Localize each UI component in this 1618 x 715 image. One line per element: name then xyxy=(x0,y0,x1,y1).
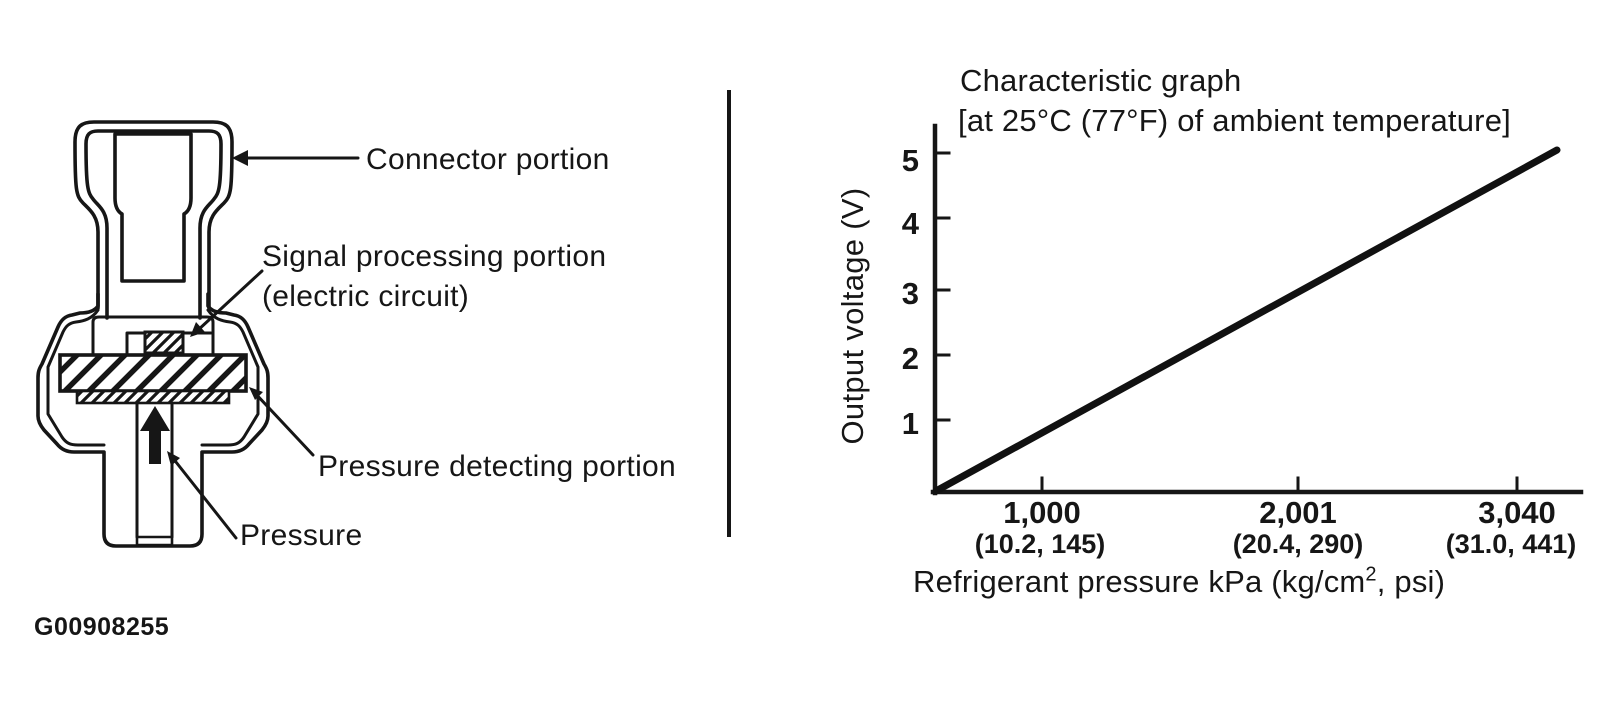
y-axis-label: Output voltage (V) xyxy=(835,187,870,445)
body-inner-left xyxy=(46,308,106,447)
x-axis-label: Refrigerant pressure kPa (kg/cm2, psi) xyxy=(913,564,1446,600)
chart-title-line1: Characteristic graph xyxy=(960,63,1242,98)
characteristic-line xyxy=(932,146,1561,495)
chart-title-line2: [at 25°C (77°F) of ambient temperature] xyxy=(958,103,1511,138)
pressure-flow-arrow xyxy=(140,406,170,464)
x-tick-alt-label-2001: (20.4, 290) xyxy=(1232,529,1364,559)
connector-leader-arrow xyxy=(232,150,360,166)
body-inner-right xyxy=(200,308,260,447)
sensor-outline xyxy=(36,120,270,548)
circuit-plate xyxy=(91,315,215,355)
pressure-label: Pressure xyxy=(240,519,363,552)
pressure-leader-arrow xyxy=(167,451,238,540)
x-tick-alt-label-3040: (31.0, 441) xyxy=(1445,529,1577,559)
x-axis-ticks xyxy=(1040,476,1519,494)
pressure-detecting-label: Pressure detecting portion xyxy=(318,450,676,483)
y-tick-label-2: 2 xyxy=(901,341,919,376)
inlet-tube-cap xyxy=(135,535,174,547)
x-axis-label-superscript: 2 xyxy=(1365,564,1377,586)
y-axis-ticks xyxy=(933,151,951,422)
x-tick-label-3040: 3,040 xyxy=(1478,495,1556,530)
y-tick-label-4: 4 xyxy=(901,206,919,241)
x-tick-alt-label-1000: (10.2, 145) xyxy=(974,529,1106,559)
pressure-detecting-leader-arrow xyxy=(249,387,315,457)
x-tick-label-2001: 2,001 xyxy=(1259,495,1337,530)
x-axis-label-clip: Refrigerant pressure kPa (kg/cm2, psi) xyxy=(913,564,1445,600)
chart-axes xyxy=(930,123,1584,496)
signal-processing-label-line1: Signal processing portion xyxy=(262,240,607,273)
signal-processing-hatch xyxy=(143,330,185,355)
x-tick-label-1000: 1,000 xyxy=(1003,495,1081,530)
connector-portion-label: Connector portion xyxy=(366,143,610,176)
inlet-tube-walls xyxy=(135,401,174,539)
connector-outer xyxy=(73,120,234,310)
y-tick-label-1: 1 xyxy=(901,406,919,441)
y-tick-label-5: 5 xyxy=(901,143,919,178)
connector-cavity xyxy=(113,132,193,283)
signal-processing-leader-arrow xyxy=(190,269,264,337)
pressure-detecting-hatch xyxy=(58,353,248,405)
figure-id: G00908255 xyxy=(34,613,170,641)
signal-processing-label-line2: (electric circuit) xyxy=(262,280,470,313)
y-tick-label-3: 3 xyxy=(901,276,919,311)
connector-inner xyxy=(84,129,223,320)
